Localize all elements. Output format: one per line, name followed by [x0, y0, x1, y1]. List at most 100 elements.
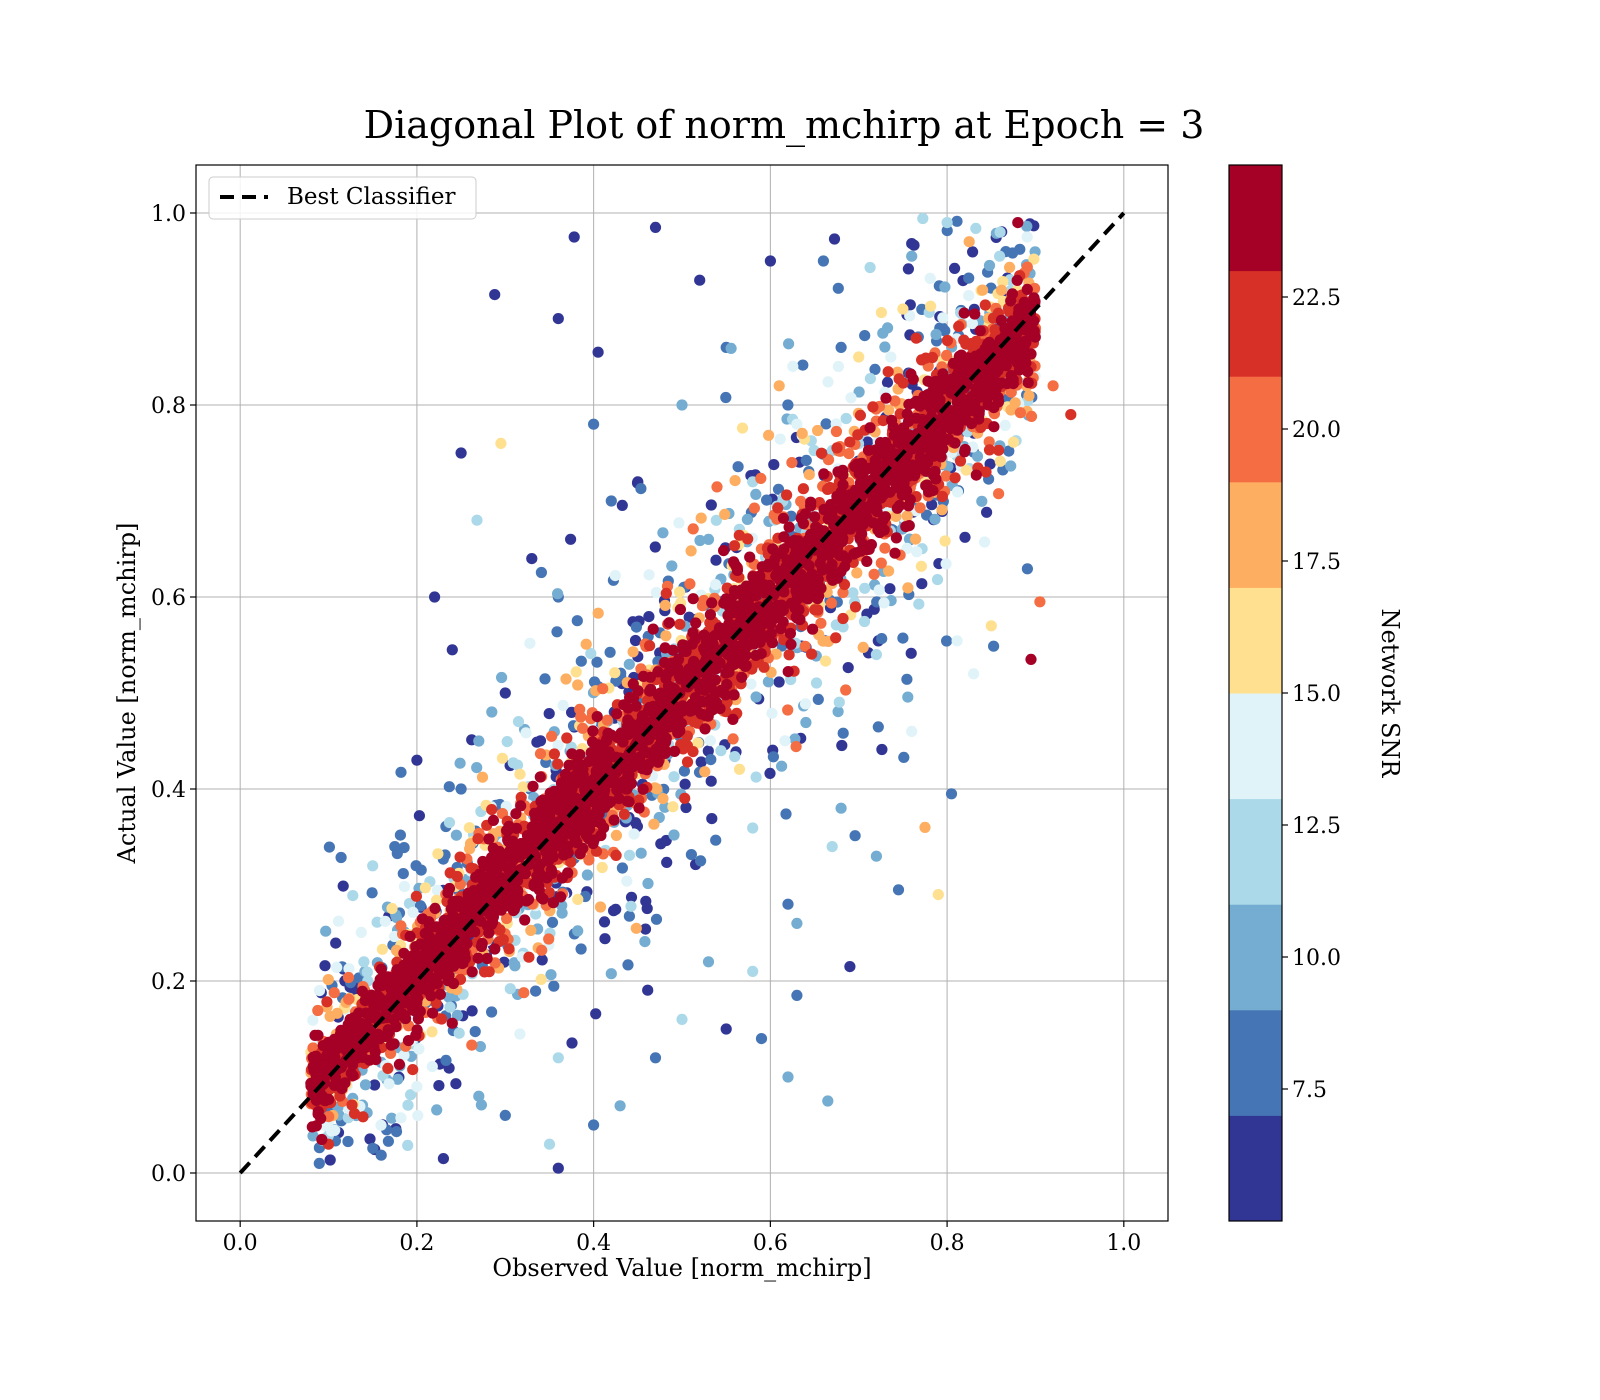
scatter-point [911, 546, 923, 558]
scatter-point [710, 579, 722, 591]
scatter-point [844, 961, 856, 973]
scatter-point [842, 662, 854, 674]
scatter-point [575, 655, 587, 667]
scatter-point [920, 352, 932, 364]
scatter-point [799, 640, 811, 652]
scatter-point [661, 856, 673, 869]
scatter-point [478, 860, 490, 872]
scatter-point [897, 303, 909, 315]
scatter-point [533, 863, 545, 875]
scatter-point [729, 475, 741, 487]
scatter-point [659, 747, 671, 760]
scatter-point [927, 485, 939, 497]
scatter-point [1025, 410, 1038, 422]
scatter-point [443, 781, 455, 793]
scatter-point [939, 281, 951, 293]
scatter-point [649, 541, 661, 553]
scatter-point [526, 553, 538, 565]
scatter-point [848, 548, 860, 560]
scatter-point [450, 1078, 462, 1090]
scatter-point [932, 889, 944, 901]
scatter-point [367, 1142, 379, 1154]
scatter-point [635, 483, 647, 495]
scatter-point [885, 351, 897, 363]
scatter-point [970, 469, 982, 481]
scatter-point [581, 869, 594, 881]
scatter-point [968, 668, 980, 680]
scatter-point [747, 965, 759, 978]
scatter-point [800, 716, 812, 729]
scatter-point [931, 574, 944, 586]
scatter-point [901, 542, 913, 555]
scatter-point [429, 902, 441, 915]
scatter-point [659, 801, 671, 813]
scatter-point [614, 1100, 626, 1112]
scatter-point [572, 925, 584, 937]
scatter-point [388, 1038, 400, 1050]
scatter-point [1025, 653, 1037, 666]
scatter-point [391, 912, 403, 924]
scatter-point [610, 849, 622, 862]
scatter-point [951, 635, 963, 647]
scatter-point [616, 499, 628, 511]
scatter-point [695, 512, 707, 524]
scatter-point [930, 473, 942, 485]
scatter-point [495, 437, 507, 449]
scatter-point [910, 533, 922, 545]
scatter-point [1021, 231, 1033, 243]
scatter-point [410, 860, 422, 872]
scatter-point [690, 617, 702, 629]
scatter-point [361, 966, 373, 978]
scatter-point [859, 330, 871, 342]
scatter-point [705, 499, 717, 511]
scatter-point [324, 1010, 336, 1023]
scatter-point [337, 880, 349, 892]
scatter-point [453, 1027, 465, 1039]
scatter-point [323, 1093, 335, 1105]
scatter-point [1003, 445, 1015, 457]
scatter-point [574, 848, 586, 860]
scatter-point [800, 454, 812, 466]
scatter-point [454, 851, 466, 863]
scatter-point [525, 924, 537, 937]
scatter-point [930, 328, 942, 341]
scatter-point [1047, 380, 1059, 392]
scatter-point [633, 802, 645, 814]
scatter-point [411, 1081, 423, 1093]
scatter-point [659, 656, 671, 669]
scatter-point [382, 1135, 394, 1147]
scatter-point [398, 993, 410, 1005]
scatter-point [953, 320, 965, 332]
scatter-point [710, 834, 722, 846]
scatter-point [835, 486, 847, 498]
scatter-point [542, 805, 554, 817]
scatter-point [444, 867, 456, 879]
scatter-point [319, 960, 331, 972]
scatter-point [547, 897, 560, 909]
scatter-point [687, 593, 699, 605]
scatter-point [820, 655, 832, 667]
scatter-point [730, 560, 742, 573]
scatter-point [402, 1139, 414, 1151]
scatter-point [941, 349, 953, 361]
scatter-point [836, 739, 848, 752]
scatter-point [561, 732, 573, 744]
scatter-point [511, 759, 524, 771]
scatter-point [1009, 397, 1021, 409]
scatter-point [469, 1026, 481, 1038]
scatter-point [628, 828, 640, 840]
chart-title: Diagonal Plot of norm_mchirp at Epoch = … [364, 103, 1205, 148]
scatter-point [748, 575, 760, 587]
scatter-point [902, 459, 914, 471]
scatter-point [577, 722, 589, 734]
scatter-point [879, 542, 891, 554]
scatter-point [536, 944, 548, 956]
scatter-point [704, 735, 717, 747]
scatter-point [803, 469, 815, 481]
scatter-point [518, 987, 530, 999]
scatter-point [539, 673, 551, 685]
scatter-point [774, 433, 786, 445]
scatter-point [679, 792, 691, 804]
scatter-point [900, 521, 912, 533]
scatter-point [410, 890, 422, 902]
